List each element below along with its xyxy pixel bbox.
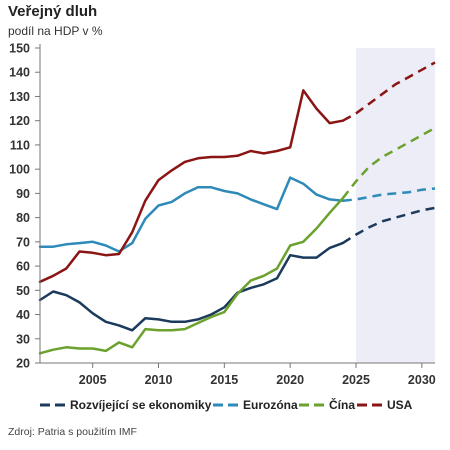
legend-label: USA bbox=[387, 398, 413, 412]
series-line-1 bbox=[38, 176, 345, 253]
x-tick-label: 2025 bbox=[342, 373, 370, 387]
legend-label: Čína bbox=[329, 397, 355, 412]
series-layer bbox=[38, 61, 436, 355]
forecast-shaded-region bbox=[356, 48, 435, 363]
series-forecast-line-0 bbox=[342, 206, 436, 245]
legend-label: Eurozóna bbox=[243, 398, 298, 412]
legend-label: Rozvíjející se ekonomiky bbox=[70, 398, 212, 412]
y-tick-label: 30 bbox=[16, 332, 30, 346]
y-tick-label: 40 bbox=[16, 308, 30, 322]
x-tick-label: 2020 bbox=[276, 373, 304, 387]
y-tick-label: 80 bbox=[16, 211, 30, 225]
y-tick-label: 20 bbox=[16, 357, 30, 371]
source-note: Zdroj: Patria s použitím IMF bbox=[8, 426, 137, 438]
y-tick-label: 140 bbox=[9, 66, 30, 80]
y-tick-label: 150 bbox=[9, 42, 30, 56]
x-axis: 2005 2010 2015 2020 2025 2030 bbox=[40, 362, 436, 387]
series-line-3 bbox=[38, 89, 345, 284]
y-tick-label: 100 bbox=[9, 163, 30, 177]
y-axis: 20 30 40 50 60 70 80 90 100 110 120 130 140 150 bbox=[9, 42, 41, 371]
y-tick-label: 50 bbox=[16, 284, 30, 298]
series-forecast-line-3 bbox=[342, 61, 436, 122]
y-tick-label: 110 bbox=[10, 138, 30, 152]
series-line-0 bbox=[38, 241, 345, 332]
series-forecast-line-2 bbox=[341, 126, 436, 199]
x-tick-label: 2005 bbox=[79, 373, 107, 387]
chart-subtitle: podíl na HDP v % bbox=[8, 24, 103, 38]
series-forecast-line-1 bbox=[342, 187, 436, 202]
y-tick-label: 130 bbox=[9, 90, 30, 104]
y-tick-label: 60 bbox=[16, 260, 30, 274]
x-tick-label: 2030 bbox=[408, 373, 436, 387]
x-tick-label: 2010 bbox=[145, 373, 173, 387]
series-line-2 bbox=[38, 196, 345, 355]
y-tick-label: 70 bbox=[16, 235, 30, 249]
legend: Rozvíjející se ekonomiky Eurozóna Čína USA bbox=[40, 397, 413, 412]
y-tick-label: 120 bbox=[9, 114, 30, 128]
chart-title: Veřejný dluh bbox=[8, 3, 98, 20]
y-tick-label: 90 bbox=[16, 187, 30, 201]
x-tick-label: 2015 bbox=[210, 373, 238, 387]
